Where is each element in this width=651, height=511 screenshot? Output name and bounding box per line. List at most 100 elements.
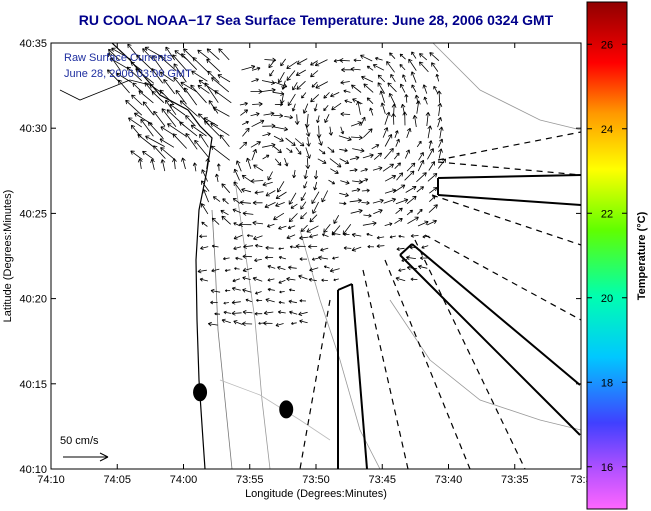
- current-vector: [399, 83, 406, 93]
- current-vector: [202, 188, 209, 203]
- x-tick-label: 73:45: [368, 474, 396, 486]
- current-vector: [405, 186, 417, 193]
- current-vector: [192, 57, 208, 73]
- current-vector: [323, 105, 329, 112]
- current-vector: [384, 174, 397, 182]
- current-vector: [311, 81, 318, 88]
- current-vector: [172, 54, 188, 72]
- current-vector: [339, 158, 350, 165]
- current-vector: [269, 69, 275, 77]
- current-vector: [351, 187, 361, 192]
- current-vector: [205, 158, 211, 170]
- current-vector: [289, 288, 295, 292]
- current-vector: [411, 51, 417, 59]
- current-vector: [241, 321, 253, 327]
- current-vector: [411, 84, 417, 93]
- current-vector: [200, 246, 209, 250]
- current-vector: [251, 66, 261, 71]
- current-vector: [285, 137, 296, 146]
- current-vector: [165, 99, 177, 116]
- current-vector: [234, 267, 240, 271]
- current-vector: [286, 234, 296, 240]
- current-vector: [263, 321, 273, 326]
- current-vector: [264, 255, 274, 260]
- depth-contour: [211, 209, 233, 469]
- current-vector: [107, 69, 120, 83]
- current-vector: [295, 69, 306, 76]
- colorbar-label: Temperature (°C): [636, 211, 648, 300]
- current-vector: [300, 224, 308, 232]
- current-vector: [163, 79, 176, 95]
- current-vector: [125, 99, 143, 116]
- current-vector: [161, 108, 177, 128]
- current-vector: [305, 158, 311, 169]
- current-vector: [140, 118, 154, 137]
- current-vector: [279, 290, 285, 294]
- current-vector: [181, 157, 186, 170]
- y-tick-label: 40:20: [19, 294, 47, 306]
- current-vector: [172, 158, 177, 170]
- current-vector: [265, 298, 275, 303]
- x-tick-label: 74:05: [103, 474, 131, 486]
- current-vector: [436, 90, 442, 103]
- current-vector: [284, 115, 293, 120]
- current-vector: [131, 94, 143, 106]
- current-vector: [417, 159, 425, 172]
- current-vector: [292, 82, 298, 91]
- current-vector: [328, 179, 336, 185]
- current-vector: [289, 245, 297, 249]
- current-vector: [280, 58, 287, 67]
- current-vector: [130, 124, 142, 138]
- current-vector: [254, 258, 262, 263]
- current-vector: [128, 117, 143, 128]
- current-vector: [207, 70, 220, 83]
- current-vector: [277, 310, 286, 315]
- x-tick-label: 73:55: [236, 474, 264, 486]
- current-vector: [367, 245, 375, 249]
- y-tick-label: 40:35: [19, 38, 47, 50]
- current-vector: [266, 223, 275, 228]
- current-vector: [353, 58, 362, 63]
- current-vector: [241, 64, 256, 71]
- current-vector: [393, 152, 400, 160]
- colorbar-tick-label: 22: [601, 208, 613, 220]
- current-vector: [395, 198, 409, 205]
- current-vector: [394, 130, 399, 138]
- current-vector: [437, 117, 442, 128]
- current-vector: [395, 207, 403, 215]
- current-vector: [239, 200, 251, 206]
- current-vector: [328, 126, 333, 136]
- x-axis: 74:10 74:05 74:00 73:55 73:50 73:45 73:40 73:35…: [37, 43, 592, 486]
- current-vector: [201, 169, 208, 182]
- colorbar-tick-label: 18: [601, 377, 613, 389]
- current-vector: [296, 58, 308, 65]
- current-vector: [375, 56, 383, 61]
- current-vector: [396, 172, 404, 181]
- current-vector: [438, 126, 444, 139]
- current-vector: [301, 92, 307, 99]
- current-vector: [151, 55, 165, 73]
- current-vector: [241, 174, 252, 183]
- current-vector: [295, 243, 306, 249]
- current-vector: [233, 234, 243, 240]
- current-vector: [147, 121, 164, 139]
- current-vector: [262, 123, 276, 129]
- current-vector: [391, 103, 397, 116]
- current-vector: [211, 268, 220, 273]
- current-vector: [287, 93, 296, 107]
- current-vector: [343, 232, 350, 237]
- current-vector: [427, 173, 438, 182]
- current-vector: [423, 96, 428, 105]
- current-vector: [253, 164, 264, 172]
- current-vector: [288, 213, 298, 223]
- current-vector: [287, 225, 296, 230]
- current-vector: [191, 70, 208, 82]
- current-vector: [232, 208, 242, 214]
- current-vector: [159, 89, 175, 106]
- current-vector: [417, 220, 429, 227]
- current-vector: [263, 111, 275, 117]
- current-vector: [410, 277, 418, 281]
- current-vector: [406, 209, 413, 216]
- depth-contour: [432, 43, 581, 131]
- current-vector: [242, 120, 249, 125]
